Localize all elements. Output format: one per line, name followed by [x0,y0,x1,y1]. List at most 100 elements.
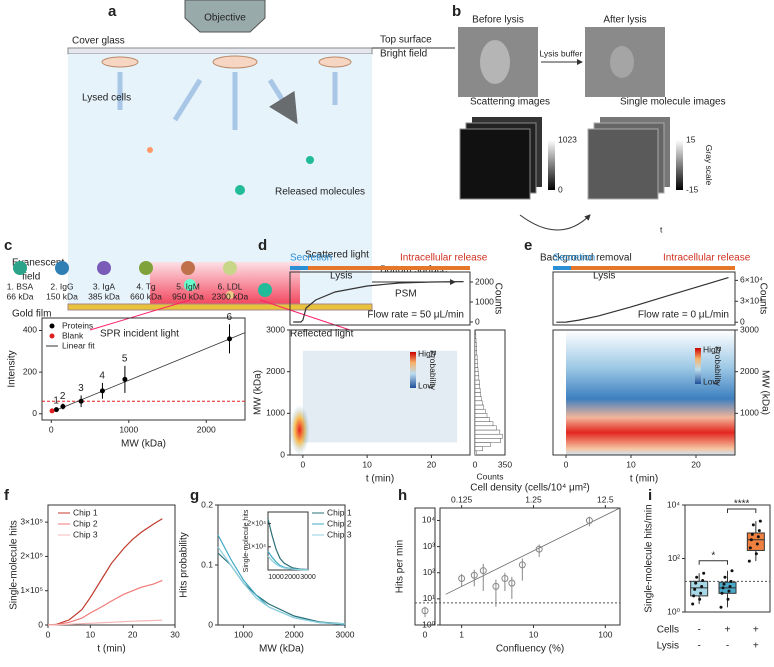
point [726,597,730,601]
colorbar-label: High [418,348,436,358]
y-tick-label: 0 [280,449,285,459]
line [47,579,163,626]
y-tick-label: 3×10⁴ [740,296,763,306]
point [698,597,702,601]
colorbar-label: High [703,344,721,354]
fit-line [445,507,621,595]
y-tick-label: 0 [740,316,745,326]
y-axis-label: Single-molecule hits [243,509,250,572]
label: After lysis [603,15,646,26]
plot-frame [41,317,246,421]
x-tick-label: 0 [49,424,54,434]
label: Objective [204,13,246,24]
y-axis-label: MW (kDa) [253,370,264,415]
label: Before lysis [472,15,524,26]
bracket [727,508,757,513]
hist-bar [474,413,488,418]
x-tick-label: 0 [423,629,428,639]
panel-label: c [4,237,12,254]
protein-name: 3. IgA [93,281,116,291]
x2-tick-label: 12.5 [597,494,614,504]
colorbar-label: Probability [713,346,723,386]
phase-label: Intracellular release [663,253,751,264]
phase-label: Secretion [553,253,595,264]
hist-bar [474,425,497,431]
hist-bar [474,446,483,452]
point [754,552,758,556]
hist-bar [474,375,480,381]
label: 15 [686,134,696,144]
density-image [289,405,310,455]
x-tick-label: 10 [362,459,372,469]
point [695,575,699,579]
label: 0 [558,184,563,194]
box [746,532,765,551]
x-tick-label: 1000 [119,424,138,434]
phase-label: Secretion [290,253,332,264]
density-image [302,350,458,443]
line [293,281,464,323]
point-label: 6 [227,312,233,323]
y-tick-label: 1×10⁴ [247,544,266,551]
point [730,569,734,573]
point [122,376,128,382]
y-tick-label: 2000 [475,276,494,286]
protein-mw: 150 kDa [46,291,78,301]
point [757,529,761,533]
protein-icon [97,261,111,275]
y-axis-label: MW (kDa) [759,370,770,415]
hist-bar [474,421,494,427]
hist-bar [474,379,480,385]
point [501,575,509,583]
point [723,575,727,579]
y-tick-label: 200 [23,366,37,376]
x-axis-label: Counts [477,471,504,481]
hist-bar [474,429,501,435]
density-image [566,330,735,455]
colorbar-label: Low [703,376,719,386]
point [470,571,478,579]
point [421,607,429,615]
hist-bar [474,333,477,339]
label: Gray scale [704,145,714,186]
point [749,538,753,542]
point-label: 1 [53,396,59,407]
legend-label: Proteins [62,320,93,330]
legend-label: Chip 3 [73,529,98,539]
row-value: - [726,641,729,652]
phase-label: Lysis [593,271,615,282]
panel-label: b [452,3,461,20]
point [747,559,751,563]
x-tick-label: 1 [459,629,464,639]
row-name: Cells [657,625,679,636]
label: Lysed cells [82,93,131,104]
cover-glass [67,47,373,55]
point [692,594,696,598]
y-tick-label: 6×10⁴ [740,275,763,285]
point [755,542,759,546]
point [699,591,703,595]
plot-frame [47,504,176,626]
row-value: - [697,625,700,636]
point [508,579,516,587]
x-tick-label: 0 [46,629,51,639]
label: Gold film [12,309,51,320]
hist-bar [474,367,479,372]
panel-b: Top surface Bright field Before lysis Ly… [372,15,726,300]
point [758,519,762,523]
point [585,516,593,524]
phase-bar [553,266,571,270]
protein-mw: 66 kDa [7,291,34,301]
x-tick-label: 3000 [300,574,316,581]
gold-film [67,303,373,311]
hist-bar [474,338,477,343]
plot-frame [439,507,621,626]
hist-bar [474,442,491,447]
point [227,336,233,342]
hist-bar [474,354,478,360]
significance: **** [734,499,750,510]
hist-bar [474,383,480,389]
hist-bar [474,363,478,368]
point [691,602,695,606]
legend-swatch [49,333,55,339]
